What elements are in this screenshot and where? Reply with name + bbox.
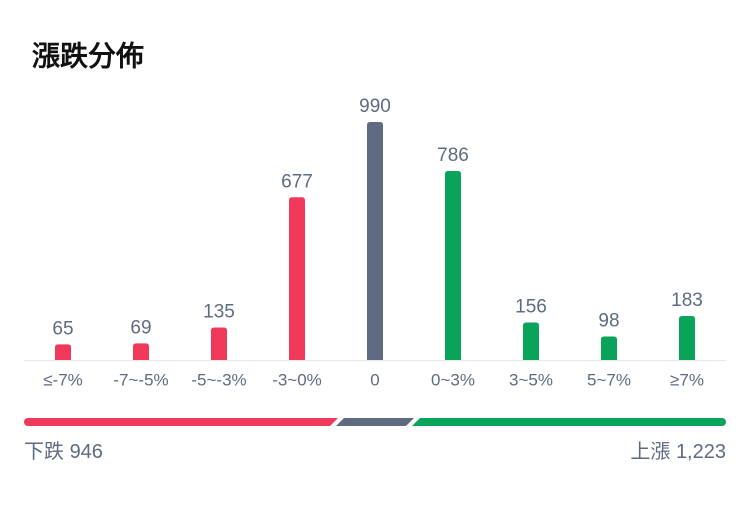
value-label: 677 [281, 171, 313, 192]
bar [445, 171, 461, 360]
bar [289, 197, 305, 360]
up-segment [412, 418, 726, 426]
value-label: 98 [598, 310, 619, 331]
chart-title: 漲跌分佈 [32, 39, 144, 71]
x-tick-label: -5~-3% [191, 370, 246, 389]
bar [55, 344, 71, 360]
bar [367, 122, 383, 360]
bar [679, 316, 695, 360]
value-label: 183 [671, 290, 703, 311]
value-label: 786 [437, 145, 469, 166]
bar [523, 322, 539, 360]
value-label: 69 [130, 317, 151, 338]
x-tick-label: 3~5% [509, 370, 553, 389]
bar [601, 336, 617, 360]
flat-segment [336, 418, 414, 426]
x-tick-label: -3~0% [272, 370, 322, 389]
down-segment [24, 418, 338, 426]
up-summary: 上漲 1,223 [630, 440, 726, 463]
bar [211, 327, 227, 360]
x-tick-label: 0 [370, 370, 379, 389]
down-label: 下跌 [24, 440, 64, 463]
value-label: 135 [203, 302, 235, 323]
x-tick-label: ≥7% [670, 370, 704, 389]
x-tick-label: 5~7% [587, 370, 631, 389]
value-label: 65 [52, 318, 73, 339]
x-tick-label: 0~3% [431, 370, 475, 389]
value-label: 156 [515, 297, 547, 318]
up-count: 1,223 [676, 441, 726, 463]
bar [133, 343, 149, 360]
value-label: 990 [359, 96, 391, 117]
x-tick-label: -7~-5% [113, 370, 168, 389]
up-label: 上漲 [630, 440, 670, 463]
down-count: 946 [70, 441, 103, 463]
x-tick-label: ≤-7% [43, 370, 83, 389]
down-summary: 下跌 946 [24, 440, 103, 463]
